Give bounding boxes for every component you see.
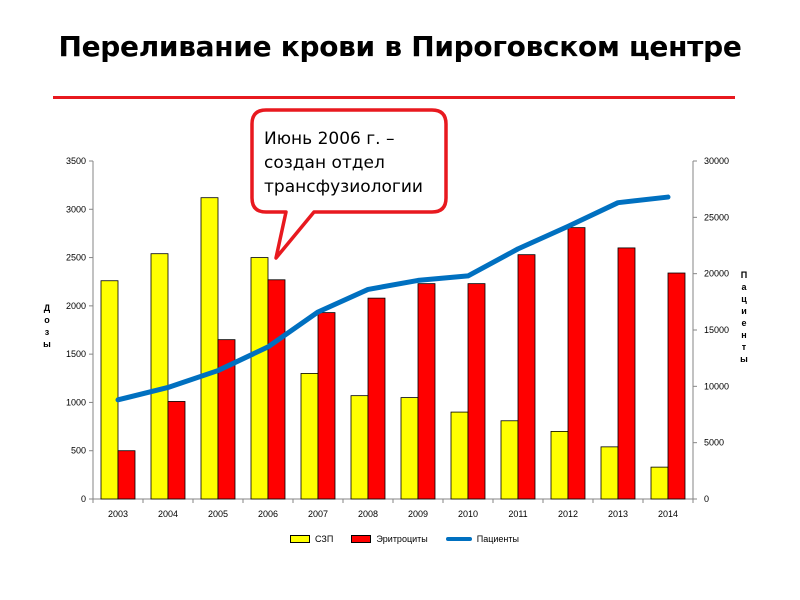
x-tick-label: 2005: [208, 509, 228, 519]
y-tick-label: 3500: [66, 156, 86, 166]
title-divider: [53, 96, 735, 99]
szp-bar: [450, 411, 469, 500]
axis-label-letter: з: [44, 327, 50, 337]
y-tick-label: 2500: [66, 253, 86, 263]
y2-tick-label: 25000: [704, 212, 729, 222]
x-tick-label: 2008: [358, 509, 378, 519]
y2-tick-label: 30000: [704, 156, 729, 166]
axis-label-letter: а: [741, 282, 747, 292]
callout-line: создан отдел: [264, 153, 385, 173]
szp-bar: [650, 466, 669, 500]
szp-bar: [550, 430, 569, 500]
y-tick-label: 1500: [66, 349, 86, 359]
axis-label-letter: ы: [43, 339, 51, 349]
legend-item: Эритроциты: [351, 534, 428, 544]
y-tick-label: 2000: [66, 301, 86, 311]
legend-swatch: [290, 535, 310, 543]
szp-bar: [350, 395, 369, 500]
x-tick-label: 2013: [608, 509, 628, 519]
x-tick-label: 2009: [408, 509, 428, 519]
x-tick-label: 2003: [108, 509, 128, 519]
axis-label-letter: е: [741, 318, 747, 328]
szp-bar: [400, 397, 419, 500]
callout-line: трансфузиологии: [264, 177, 423, 197]
x-tick-label: 2004: [158, 509, 178, 519]
axis-label-letter: и: [741, 306, 747, 316]
legend-label: СЗП: [315, 534, 334, 544]
y2-tick-label: 20000: [704, 269, 729, 279]
erythrocytes-bar: [667, 272, 686, 500]
slide-title: Переливание крови в Пироговском центре: [58, 30, 742, 63]
y2-tick-label: 0: [704, 494, 709, 504]
callout-line: Июнь 2006 г. –: [264, 129, 395, 149]
legend-label: Эритроциты: [376, 534, 428, 544]
szp-bar: [300, 373, 319, 500]
szp-bar: [600, 446, 619, 500]
axis-label-letter: Д: [43, 303, 51, 313]
erythrocytes-bar: [367, 297, 386, 500]
erythrocytes-bar: [317, 312, 336, 500]
y-tick-label: 3000: [66, 204, 86, 214]
patients-line: [115, 194, 671, 403]
erythrocytes-bar: [417, 283, 436, 500]
szp-bar: [100, 280, 119, 500]
axis-label-letter: ц: [741, 294, 747, 304]
erythrocytes-bar: [467, 283, 486, 500]
y-tick-label: 1000: [66, 397, 86, 407]
legend-swatch: [445, 537, 472, 541]
szp-bar: [200, 197, 219, 500]
legend: СЗП Эритроциты Пациенты: [290, 532, 537, 546]
axis-label-letter: н: [741, 330, 747, 340]
axis-label-letter: о: [44, 315, 50, 325]
szp-bar: [500, 420, 519, 500]
legend-item: СЗП: [290, 534, 333, 544]
axis-label-letter: П: [740, 270, 748, 280]
szp-bar: [250, 257, 269, 500]
legend-label: Пациенты: [476, 534, 519, 544]
erythrocytes-bar: [167, 401, 186, 500]
erythrocytes-bar: [517, 254, 536, 500]
y2-tick-label: 10000: [704, 381, 729, 391]
erythrocytes-bar: [117, 450, 136, 500]
y-tick-label: 0: [81, 494, 86, 504]
erythrocytes-bar: [217, 339, 236, 500]
axis-label-letter: т: [741, 342, 747, 352]
x-tick-label: 2006: [258, 509, 278, 519]
callout-text: Июнь 2006 г. – создан отдел трансфузиоло…: [264, 127, 444, 199]
axis-label-letter: ы: [740, 354, 748, 364]
erythrocytes-bar: [267, 279, 286, 500]
erythrocytes-bar: [567, 227, 586, 500]
erythrocytes-bar: [617, 247, 636, 500]
x-tick-label: 2012: [558, 509, 578, 519]
y2-tick-label: 15000: [704, 325, 729, 335]
y2-tick-label: 5000: [704, 438, 724, 448]
y-tick-label: 500: [71, 446, 86, 456]
x-tick-label: 2011: [508, 509, 527, 519]
szp-bar: [150, 253, 169, 500]
x-tick-label: 2014: [658, 509, 678, 519]
callout-bubble: [250, 108, 448, 260]
legend-swatch: [351, 535, 372, 543]
x-tick-label: 2010: [458, 509, 478, 519]
legend-item: Пациенты: [445, 534, 519, 544]
x-tick-label: 2007: [308, 509, 328, 519]
